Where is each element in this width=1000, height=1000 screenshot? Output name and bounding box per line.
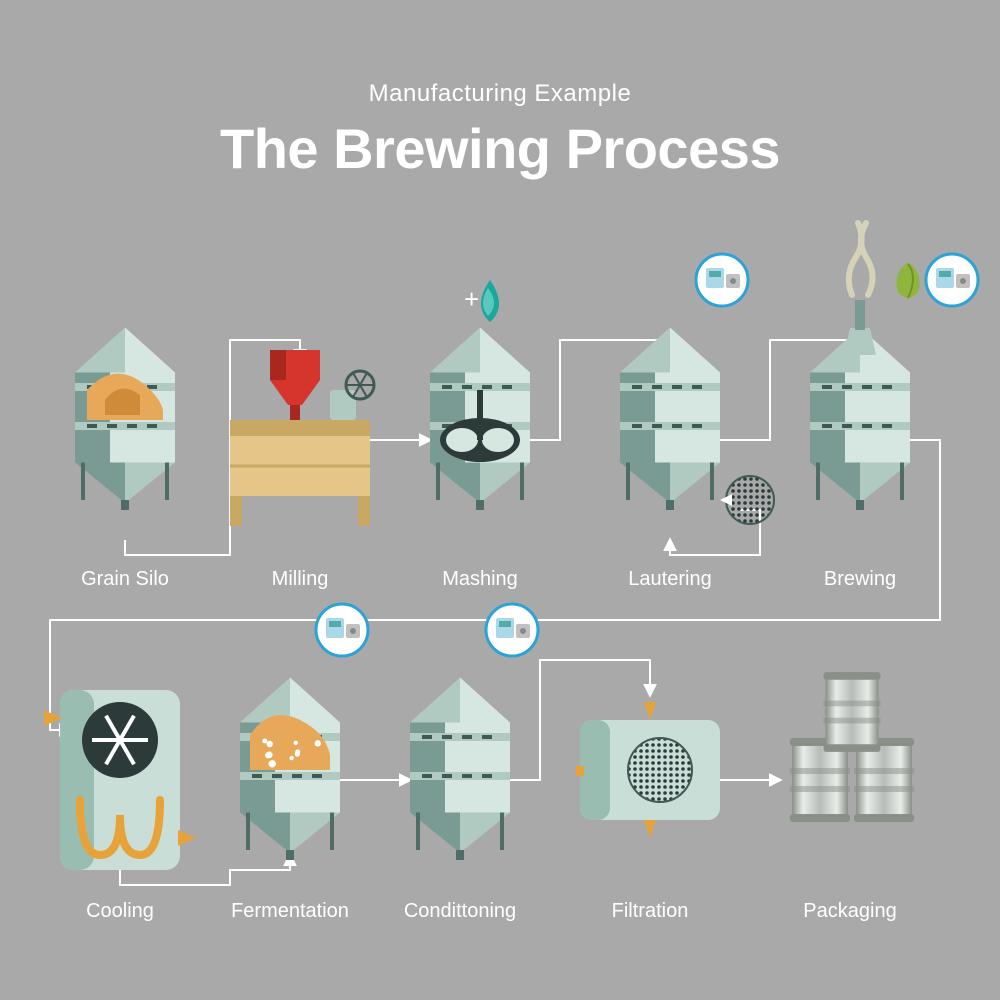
node-milling <box>230 350 374 526</box>
label-milling: Milling <box>220 568 380 591</box>
label-cooling: Cooling <box>40 900 200 923</box>
label-packaging: Packaging <box>770 900 930 923</box>
node-filtration <box>576 702 720 838</box>
node-mashing: + <box>430 280 530 510</box>
label-mashing: Mashing <box>400 568 560 591</box>
diagram-canvas: ++ <box>0 0 1000 1000</box>
label-fermentation: Fermentation <box>210 900 370 923</box>
label-filtration: Filtration <box>570 900 730 923</box>
label-conditioning: Condittoning <box>380 900 540 923</box>
node-packaging <box>790 672 914 822</box>
label-brewing: Brewing <box>780 568 940 591</box>
node-lautering <box>620 254 774 524</box>
node-fermentation <box>240 604 368 860</box>
node-conditioning <box>410 604 538 860</box>
label-lautering: Lautering <box>590 568 750 591</box>
node-cooling <box>44 690 196 870</box>
node-brewing: + <box>810 223 978 510</box>
label-grain_silo: Grain Silo <box>45 568 205 591</box>
node-grain_silo <box>75 328 175 511</box>
process-nodes: ++ <box>44 223 978 870</box>
svg-text:+: + <box>464 284 479 314</box>
